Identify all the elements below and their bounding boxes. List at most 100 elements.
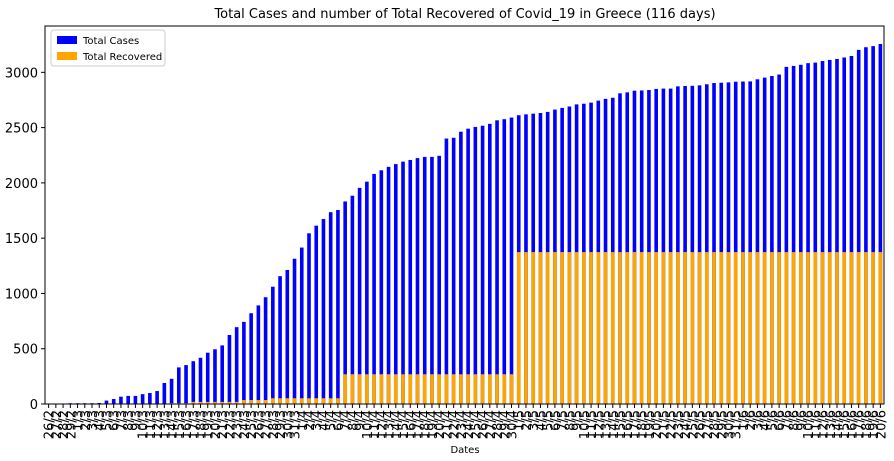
bar: [198, 357, 203, 404]
bar: [184, 365, 188, 404]
bar: [625, 252, 630, 404]
bar: [480, 374, 485, 404]
bar: [639, 252, 644, 404]
bar: [712, 83, 716, 405]
bar: [878, 44, 883, 404]
bar: [878, 252, 883, 404]
x-tick-label: 9/5: [571, 410, 586, 431]
bar: [791, 252, 796, 404]
bar: [307, 398, 311, 404]
bar: [415, 374, 420, 404]
bar: [162, 382, 167, 404]
bar: [321, 219, 326, 404]
bar: [806, 63, 810, 404]
x-tick-label: 3/3: [86, 410, 101, 431]
bar: [155, 391, 159, 404]
bar: [336, 398, 340, 404]
x-tick-label: 6/6: [773, 410, 788, 431]
x-tick-label: 18/6: [860, 410, 875, 439]
x-tick-label: 2/5: [520, 410, 535, 431]
bar: [473, 126, 478, 405]
x-tick-label: 4/6: [759, 410, 774, 431]
x-tick-label: 16/5: [621, 410, 636, 439]
x-tick-label: 24/3: [238, 410, 253, 439]
x-tick-label: 9/3: [129, 410, 144, 431]
x-tick-label: 14/3: [166, 410, 181, 439]
bar: [205, 401, 210, 404]
bar: [690, 252, 695, 404]
bar: [733, 252, 738, 404]
bar: [835, 58, 839, 405]
bar: [379, 170, 384, 404]
y-tick-label: 2000: [5, 177, 38, 192]
bar: [213, 401, 217, 404]
bar: [299, 247, 304, 404]
bar: [856, 49, 861, 404]
bar: [459, 131, 463, 404]
x-tick-label: 20/6: [874, 410, 889, 439]
x-tick-label: 10/4: [361, 410, 376, 439]
bar: [234, 327, 239, 404]
bar: [856, 252, 861, 404]
bar: [849, 252, 854, 404]
bar: [741, 252, 745, 404]
x-tick-label: 1/4: [296, 410, 311, 431]
x-tick-label: 17/6: [853, 410, 868, 439]
bar: [791, 65, 796, 404]
bar: [719, 82, 724, 404]
bar: [632, 90, 637, 404]
bar: [256, 400, 261, 404]
x-tick-label: 12/5: [592, 410, 607, 439]
bar: [111, 399, 116, 404]
x-tick-label: 28/3: [267, 410, 282, 439]
bar: [271, 286, 275, 404]
bar: [401, 161, 405, 404]
bar: [741, 81, 745, 405]
bar: [227, 401, 232, 404]
x-tick-label: 12/6: [817, 410, 832, 439]
bar: [473, 374, 478, 404]
bar: [263, 400, 268, 404]
bar: [538, 252, 543, 404]
bar: [430, 374, 434, 404]
bar: [596, 252, 601, 404]
x-tick-label: 29/2: [64, 410, 79, 439]
bar: [386, 166, 391, 404]
bar: [176, 367, 181, 404]
legend-box: [50, 29, 166, 67]
x-tick-label: 27/5: [701, 410, 716, 439]
bar: [495, 120, 499, 404]
x-tick-label: 22/5: [665, 410, 680, 439]
x-tick-label: 21/3: [216, 410, 231, 439]
x-tick-label: 10/6: [802, 410, 817, 439]
bar: [610, 97, 615, 404]
x-tick-label: 20/3: [209, 410, 224, 439]
x-tick-label: 5/6: [766, 410, 781, 431]
bar: [422, 374, 427, 404]
x-tick-label: 28/4: [491, 410, 506, 439]
bar: [668, 252, 673, 404]
x-tick-label: 7/3: [115, 410, 130, 431]
bar: [307, 233, 311, 404]
bar: [350, 374, 355, 404]
bar: [524, 252, 528, 404]
bar: [697, 85, 702, 404]
x-tick-label: 10/5: [578, 410, 593, 439]
bar: [191, 361, 196, 404]
bar: [516, 252, 521, 404]
plot-frame: [44, 25, 885, 405]
x-tick-label: 7/6: [780, 410, 795, 431]
bar: [104, 400, 109, 404]
bar: [393, 164, 398, 404]
x-tick-label: 16/6: [845, 410, 860, 439]
bar: [842, 57, 847, 404]
bar: [647, 252, 651, 404]
bar: [466, 374, 470, 404]
legend-label: Total Cases: [82, 36, 139, 47]
x-tick-label: 15/3: [173, 410, 188, 439]
x-tick-label: 21/5: [657, 410, 672, 439]
x-tick-label: 26/5: [694, 410, 709, 439]
bar: [668, 88, 673, 404]
x-tick-label: 13/3: [158, 410, 173, 439]
